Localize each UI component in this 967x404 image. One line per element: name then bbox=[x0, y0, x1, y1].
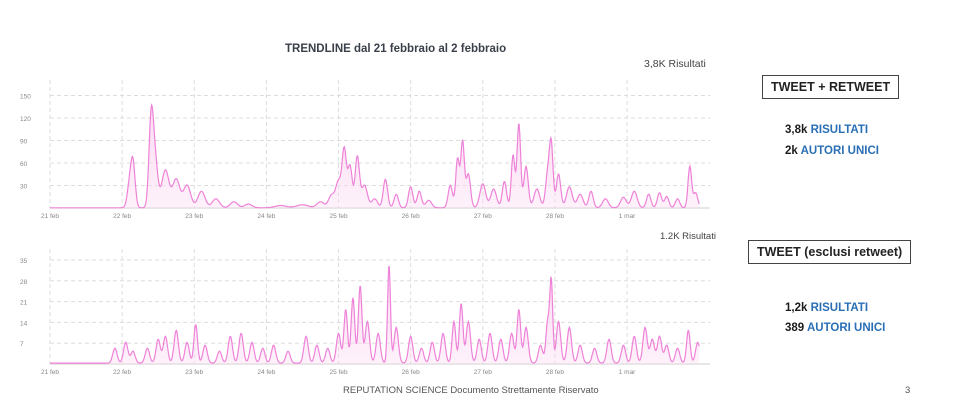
footer-text: REPUTATION SCIENCE Documento Strettament… bbox=[343, 385, 599, 396]
stat-label: AUTORI UNICI bbox=[800, 145, 879, 157]
trendline-chart-tweet-only: 7 14 21 28 35 21 feb 22 feb 23 feb 24 feb 25 feb 2… bbox=[20, 249, 710, 376]
y-tick-label: 14 bbox=[20, 320, 28, 327]
x-tick-label: 21 feb bbox=[41, 213, 59, 220]
y-tick-label: 90 bbox=[20, 139, 28, 146]
x-tick-label: 28 feb bbox=[546, 213, 564, 220]
y-tick-label: 60 bbox=[20, 161, 28, 168]
x-tick-label: 23 feb bbox=[185, 213, 203, 220]
y-tick-label: 30 bbox=[20, 184, 28, 191]
x-tick-label: 26 feb bbox=[402, 213, 420, 220]
x-tick-label: 27 feb bbox=[474, 369, 492, 376]
x-tick-label: 24 feb bbox=[257, 213, 275, 220]
x-tick-label: 1 mar bbox=[619, 369, 636, 376]
stat-value: 2k bbox=[785, 145, 798, 157]
y-tick-label: 21 bbox=[20, 300, 28, 307]
panel-label-tweet-retweet: TWEET + RETWEET bbox=[762, 75, 900, 99]
y-tick-label: 35 bbox=[20, 258, 28, 265]
results-count-bottom: 1.2K Risultati bbox=[660, 231, 716, 242]
series-line bbox=[50, 266, 700, 364]
stat-label: RISULTATI bbox=[810, 302, 869, 314]
stat-authors-top: 2k AUTORI UNICI bbox=[785, 145, 879, 157]
stat-value: 389 bbox=[785, 322, 805, 334]
x-tick-label: 24 feb bbox=[257, 369, 275, 376]
y-tick-label: 28 bbox=[20, 279, 28, 286]
stat-label: AUTORI UNICI bbox=[806, 322, 886, 334]
x-tick-label: 27 feb bbox=[474, 213, 492, 220]
page-number: 3 bbox=[905, 385, 911, 396]
x-tick-label: 23 feb bbox=[185, 369, 203, 376]
x-tick-label: 28 feb bbox=[546, 369, 564, 376]
stat-label: RISULTATI bbox=[810, 124, 869, 136]
x-tick-label: 21 feb bbox=[41, 369, 59, 376]
stat-value: 1,2k bbox=[785, 302, 808, 314]
series-area bbox=[50, 105, 700, 208]
series-area bbox=[50, 266, 700, 364]
x-tick-label: 25 feb bbox=[329, 369, 347, 376]
x-tick-label: 1 mar bbox=[619, 213, 636, 220]
x-tick-label: 26 feb bbox=[402, 369, 420, 376]
stat-results-top: 3,8k RISULTATI bbox=[785, 124, 868, 136]
y-tick-label: 7 bbox=[20, 341, 24, 348]
series-line bbox=[50, 103, 700, 209]
y-tick-label: 150 bbox=[20, 94, 31, 101]
panel-label-tweet-only: TWEET (esclusi retweet) bbox=[748, 240, 912, 264]
trendline-chart-tweet-retweet: 30 60 90 120 150 21 feb 22 feb 23 feb 24 feb 25 f… bbox=[20, 80, 710, 220]
y-tick-label: 120 bbox=[20, 116, 31, 123]
stat-results-bottom: 1,2k RISULTATI bbox=[785, 302, 868, 314]
results-count-top: 3,8K Risultati bbox=[644, 58, 706, 70]
stat-value: 3,8k bbox=[785, 124, 808, 136]
x-tick-label: 22 feb bbox=[113, 369, 131, 376]
x-tick-label: 25 feb bbox=[329, 213, 347, 220]
chart-title: TRENDLINE dal 21 febbraio al 2 febbraio bbox=[285, 43, 507, 55]
x-tick-label: 22 feb bbox=[113, 213, 131, 220]
stat-authors-bottom: 389 AUTORI UNICI bbox=[785, 322, 885, 334]
